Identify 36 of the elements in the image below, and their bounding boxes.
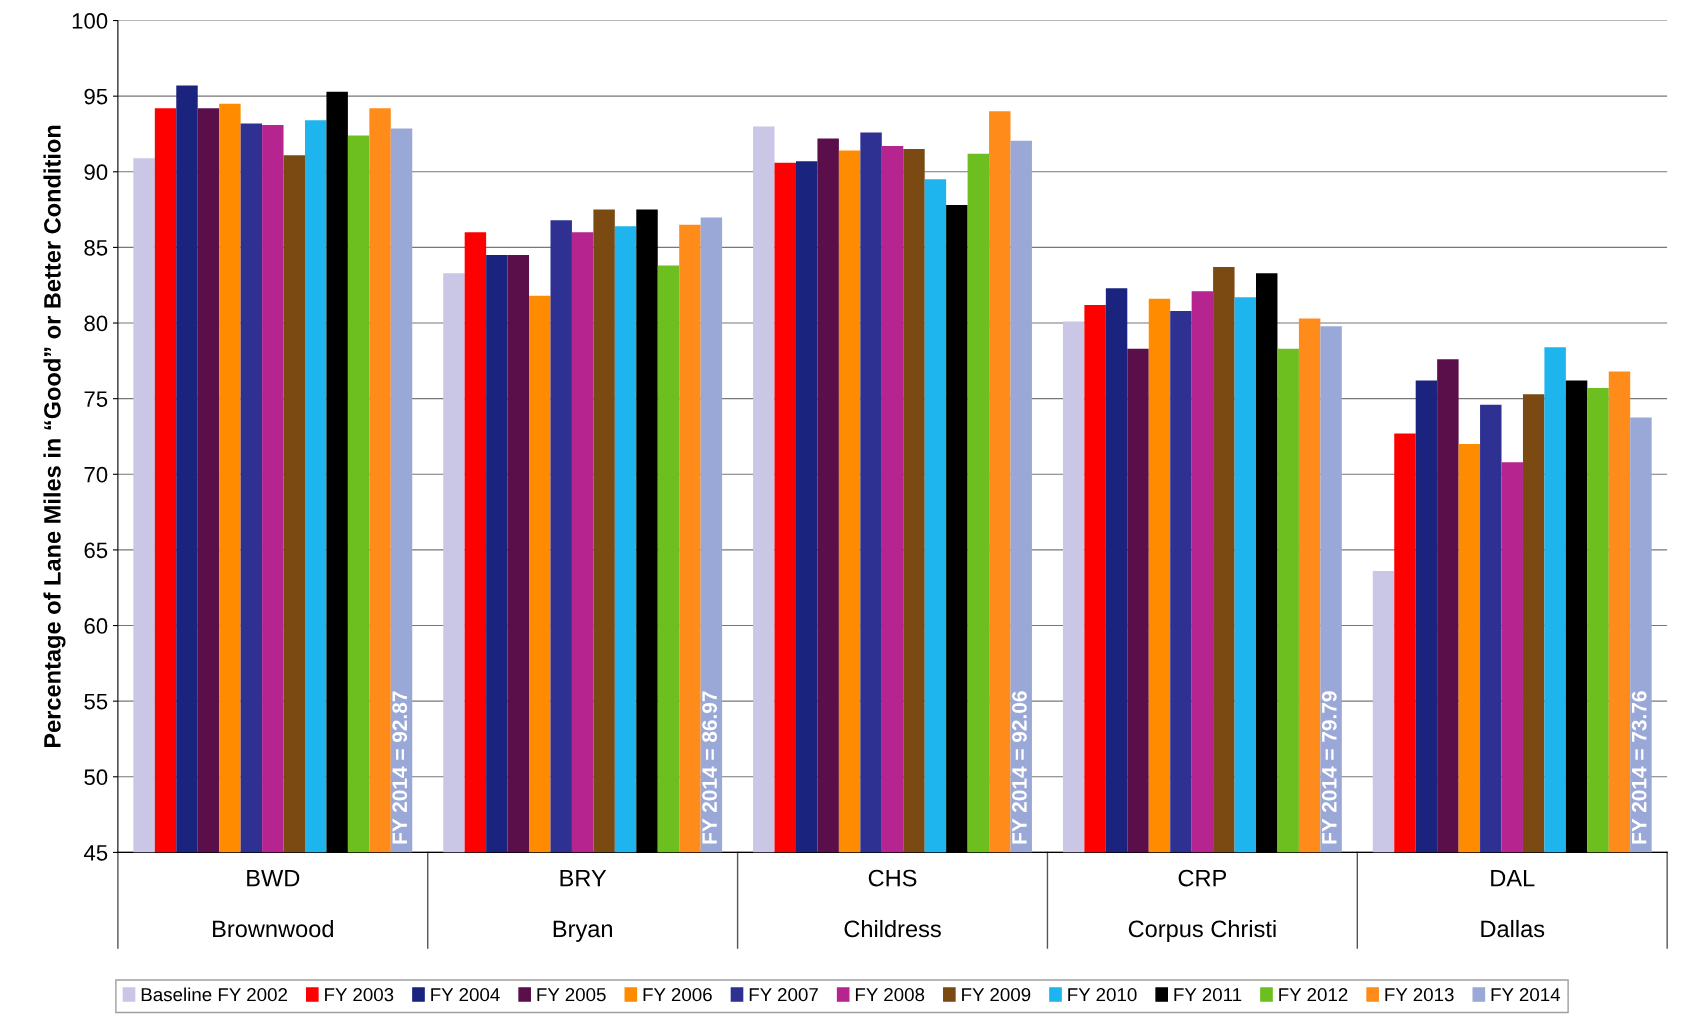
y-tick-label: 55	[84, 693, 108, 710]
data-label: FY 2014 = 73.76	[1631, 691, 1647, 844]
legend-label: FY 2008	[855, 988, 925, 1002]
legend-label: FY 2005	[537, 988, 606, 1002]
category-label: BWD Brownwood	[213, 869, 333, 938]
y-tick-label: 100	[72, 13, 108, 29]
category-label: CRP Corpus Christi	[1128, 869, 1276, 942]
category-label: BRY Bryan	[553, 869, 612, 942]
legend-label: FY 2011	[1174, 988, 1242, 1002]
legend-label: FY 2009	[962, 988, 1031, 1002]
y-tick-label: 45	[83, 845, 108, 861]
legend-label: FY 2007	[749, 988, 818, 1002]
data-label: FY 2014 = 79.79	[1321, 691, 1337, 844]
y-tick-label: 60	[84, 618, 108, 634]
data-label: FY 2014 = 92.87	[392, 691, 408, 844]
data-label: FY 2014 = 92.06	[1012, 691, 1027, 844]
data-label: FY 2014 = 86.97	[702, 691, 717, 844]
category-label: CHS Childress	[844, 869, 941, 938]
legend-label: FY 2010	[1068, 988, 1137, 1002]
legend-label: Baseline FY 2002	[141, 987, 287, 1002]
y-tick-label: 75	[84, 391, 108, 407]
y-axis-title: Percentage of Lane Miles in “Good” or Better Condition	[43, 125, 66, 748]
y-tick-label: 65	[84, 542, 108, 559]
category-label: DAL Dallas	[1481, 869, 1545, 938]
y-tick-label: 85	[84, 239, 108, 256]
y-tick-label: 90	[84, 164, 108, 181]
y-tick-label: 70	[84, 466, 108, 483]
legend-label: FY 2013	[1385, 988, 1454, 1002]
legend-label: FY 2003	[325, 988, 394, 1002]
y-tick-label: 50	[84, 769, 108, 786]
legend-label: FY 2006	[643, 988, 712, 1002]
legend-label: FY 2012	[1279, 988, 1348, 1002]
y-tick-label: 80	[84, 315, 108, 332]
y-tick-label: 95	[84, 88, 108, 105]
legend-label: FY 2004	[431, 988, 500, 1002]
legend-label: FY 2014	[1491, 988, 1561, 1002]
